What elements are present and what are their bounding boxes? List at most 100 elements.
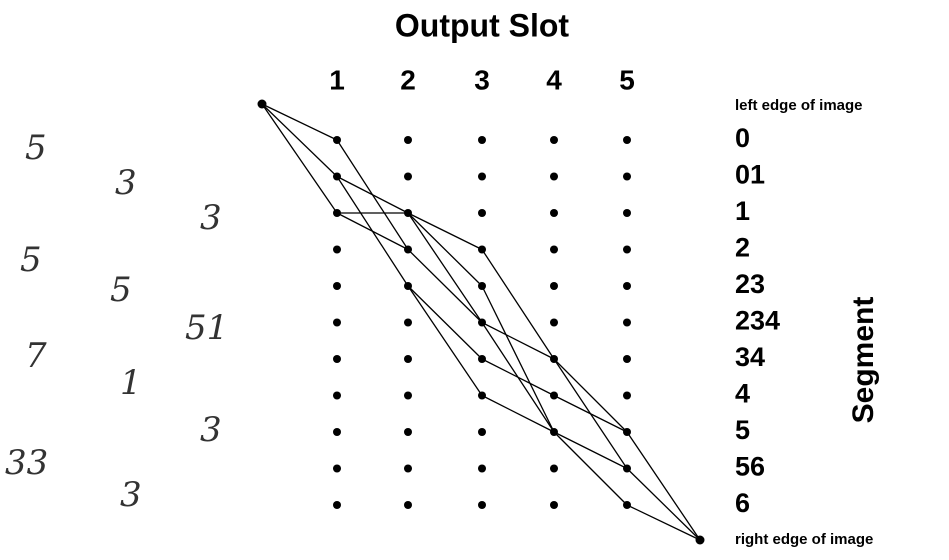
- start-label: left edge of image: [735, 97, 863, 114]
- edge: [554, 432, 627, 505]
- node: [623, 501, 631, 509]
- node: [404, 136, 412, 144]
- node: [550, 428, 558, 436]
- node: [333, 246, 341, 254]
- edge: [408, 286, 482, 396]
- node: [478, 246, 486, 254]
- segment-label: 1: [735, 196, 750, 226]
- start-node: [258, 100, 267, 109]
- node: [333, 355, 341, 363]
- node: [333, 136, 341, 144]
- node: [623, 282, 631, 290]
- segment-label: 23: [735, 269, 765, 299]
- handwritten-sample: 7: [25, 336, 47, 376]
- column-label: 1: [329, 64, 345, 95]
- node: [404, 282, 412, 290]
- node: [404, 501, 412, 509]
- handwritten-sample: 33: [5, 443, 48, 483]
- node: [333, 501, 341, 509]
- node: [478, 136, 486, 144]
- node: [404, 355, 412, 363]
- edge: [408, 213, 482, 323]
- node: [333, 428, 341, 436]
- segment-label: 56: [735, 452, 765, 482]
- node: [333, 392, 341, 400]
- node: [478, 173, 486, 181]
- node: [623, 465, 631, 473]
- node: [623, 209, 631, 217]
- edge: [337, 177, 408, 214]
- edge: [554, 359, 627, 432]
- segment-label: 234: [735, 306, 780, 336]
- node: [333, 465, 341, 473]
- edge: [408, 286, 482, 359]
- node: [550, 319, 558, 327]
- edge: [337, 213, 408, 250]
- node: [623, 428, 631, 436]
- edge: [408, 213, 482, 286]
- edge: [554, 396, 627, 433]
- node: [623, 246, 631, 254]
- handwritten-sample: 5: [25, 128, 47, 168]
- node: [550, 355, 558, 363]
- node: [478, 465, 486, 473]
- edge: [627, 469, 700, 541]
- node: [478, 209, 486, 217]
- edge: [482, 396, 554, 433]
- handwritten-sample: 5: [20, 240, 42, 280]
- node: [333, 319, 341, 327]
- node: [550, 465, 558, 473]
- segment-label: 6: [735, 488, 750, 518]
- edge: [262, 104, 337, 140]
- node: [478, 501, 486, 509]
- node: [623, 355, 631, 363]
- handwritten-sample: 3: [200, 410, 222, 450]
- node: [550, 136, 558, 144]
- segment-label: 4: [735, 379, 750, 409]
- node: [404, 392, 412, 400]
- edge: [554, 432, 627, 469]
- node: [478, 428, 486, 436]
- handwritten-sample: 3: [200, 198, 222, 238]
- edge: [482, 250, 554, 360]
- node: [550, 173, 558, 181]
- column-label: 4: [546, 64, 562, 95]
- node: [404, 428, 412, 436]
- end-label: right edge of image: [735, 531, 873, 548]
- node: [623, 136, 631, 144]
- node: [478, 319, 486, 327]
- edge: [262, 104, 337, 177]
- edge: [627, 432, 700, 540]
- segment-label: 2: [735, 233, 750, 263]
- title: Output Slot: [395, 7, 570, 43]
- segment-label: 34: [735, 342, 765, 372]
- node: [550, 282, 558, 290]
- node: [333, 209, 341, 217]
- edge: [408, 250, 482, 323]
- handwritten-sample: 1: [120, 363, 142, 403]
- node: [333, 173, 341, 181]
- node: [404, 246, 412, 254]
- node: [550, 246, 558, 254]
- handwritten-sample: 5: [110, 270, 132, 310]
- node: [404, 319, 412, 327]
- edge: [482, 359, 554, 396]
- edge: [408, 213, 482, 250]
- node: [550, 392, 558, 400]
- end-node: [696, 536, 705, 545]
- handwritten-sample: 3: [115, 163, 137, 203]
- column-label: 3: [474, 64, 490, 95]
- node: [333, 282, 341, 290]
- node: [550, 501, 558, 509]
- edge: [482, 323, 554, 360]
- node: [550, 209, 558, 217]
- column-label: 5: [619, 64, 635, 95]
- node: [478, 392, 486, 400]
- node: [478, 355, 486, 363]
- node: [404, 173, 412, 181]
- edge: [627, 505, 700, 540]
- node: [623, 392, 631, 400]
- node: [623, 319, 631, 327]
- edge: [482, 286, 554, 432]
- node: [404, 465, 412, 473]
